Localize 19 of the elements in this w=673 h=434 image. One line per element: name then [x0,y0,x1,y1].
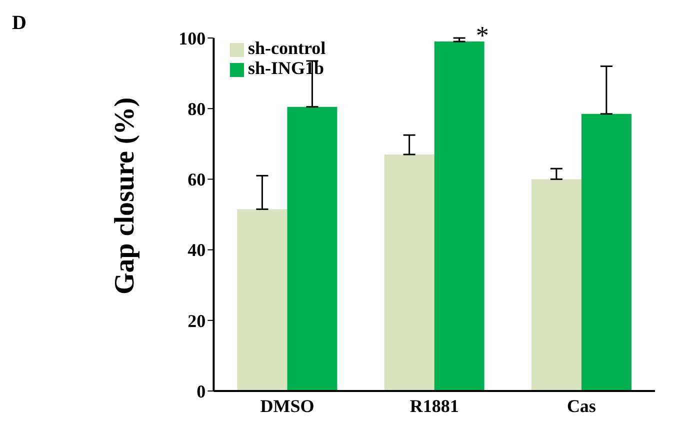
legend-label: sh-control [248,38,326,58]
y-tick-label: 60 [188,170,206,190]
y-axis-title: Gap closure (%) [110,97,141,294]
bar [237,209,288,391]
bar [531,179,582,391]
y-tick-label: 40 [188,240,206,260]
x-tick-label: DMSO [260,396,314,416]
annotation: * [476,21,489,50]
x-tick-label: R1881 [410,396,459,416]
bar [434,42,484,391]
bar [384,154,434,391]
y-tick-label: 80 [188,98,206,119]
x-tick-label: Cas [566,396,596,416]
bar [581,114,632,391]
y-tick-label: 20 [188,310,206,331]
bar [287,106,338,391]
y-tick-label: 0 [196,381,206,402]
text: D [12,12,26,35]
y-tick-label: 100 [178,28,206,48]
